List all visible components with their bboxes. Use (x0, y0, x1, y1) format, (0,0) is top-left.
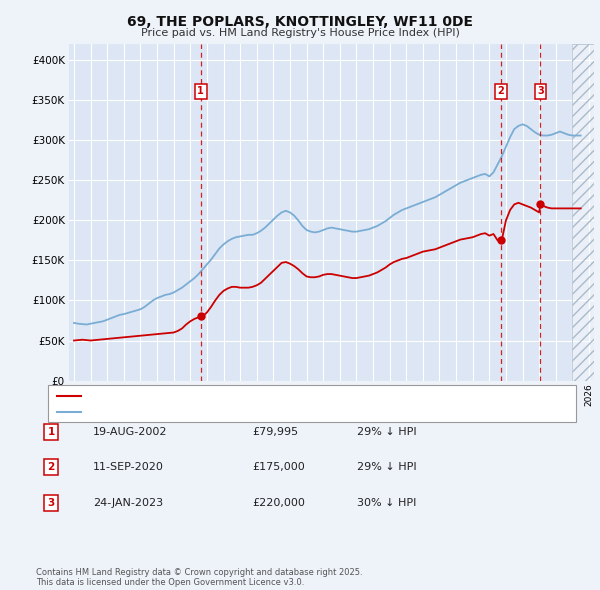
Text: £79,995: £79,995 (252, 427, 298, 437)
Text: 24-JAN-2023: 24-JAN-2023 (93, 498, 163, 507)
Text: Price paid vs. HM Land Registry's House Price Index (HPI): Price paid vs. HM Land Registry's House … (140, 28, 460, 38)
Text: 11-SEP-2020: 11-SEP-2020 (93, 463, 164, 472)
Text: 3: 3 (537, 86, 544, 96)
Text: £175,000: £175,000 (252, 463, 305, 472)
Text: 2: 2 (47, 463, 55, 472)
Text: 3: 3 (47, 498, 55, 507)
Text: 1: 1 (197, 86, 204, 96)
Text: Contains HM Land Registry data © Crown copyright and database right 2025.
This d: Contains HM Land Registry data © Crown c… (36, 568, 362, 587)
Text: £220,000: £220,000 (252, 498, 305, 507)
Text: 1: 1 (47, 427, 55, 437)
Text: 30% ↓ HPI: 30% ↓ HPI (357, 498, 416, 507)
Bar (572, 44, 594, 381)
Text: HPI: Average price, detached house, Wakefield: HPI: Average price, detached house, Wake… (87, 407, 315, 417)
Text: 69, THE POPLARS, KNOTTINGLEY, WF11 0DE: 69, THE POPLARS, KNOTTINGLEY, WF11 0DE (127, 15, 473, 29)
Text: 69, THE POPLARS, KNOTTINGLEY, WF11 0DE (detached house): 69, THE POPLARS, KNOTTINGLEY, WF11 0DE (… (87, 391, 394, 401)
Text: 19-AUG-2002: 19-AUG-2002 (93, 427, 167, 437)
Text: 2: 2 (497, 86, 505, 96)
Text: 29% ↓ HPI: 29% ↓ HPI (357, 463, 416, 472)
Bar (572, 44, 594, 381)
Text: 29% ↓ HPI: 29% ↓ HPI (357, 427, 416, 437)
